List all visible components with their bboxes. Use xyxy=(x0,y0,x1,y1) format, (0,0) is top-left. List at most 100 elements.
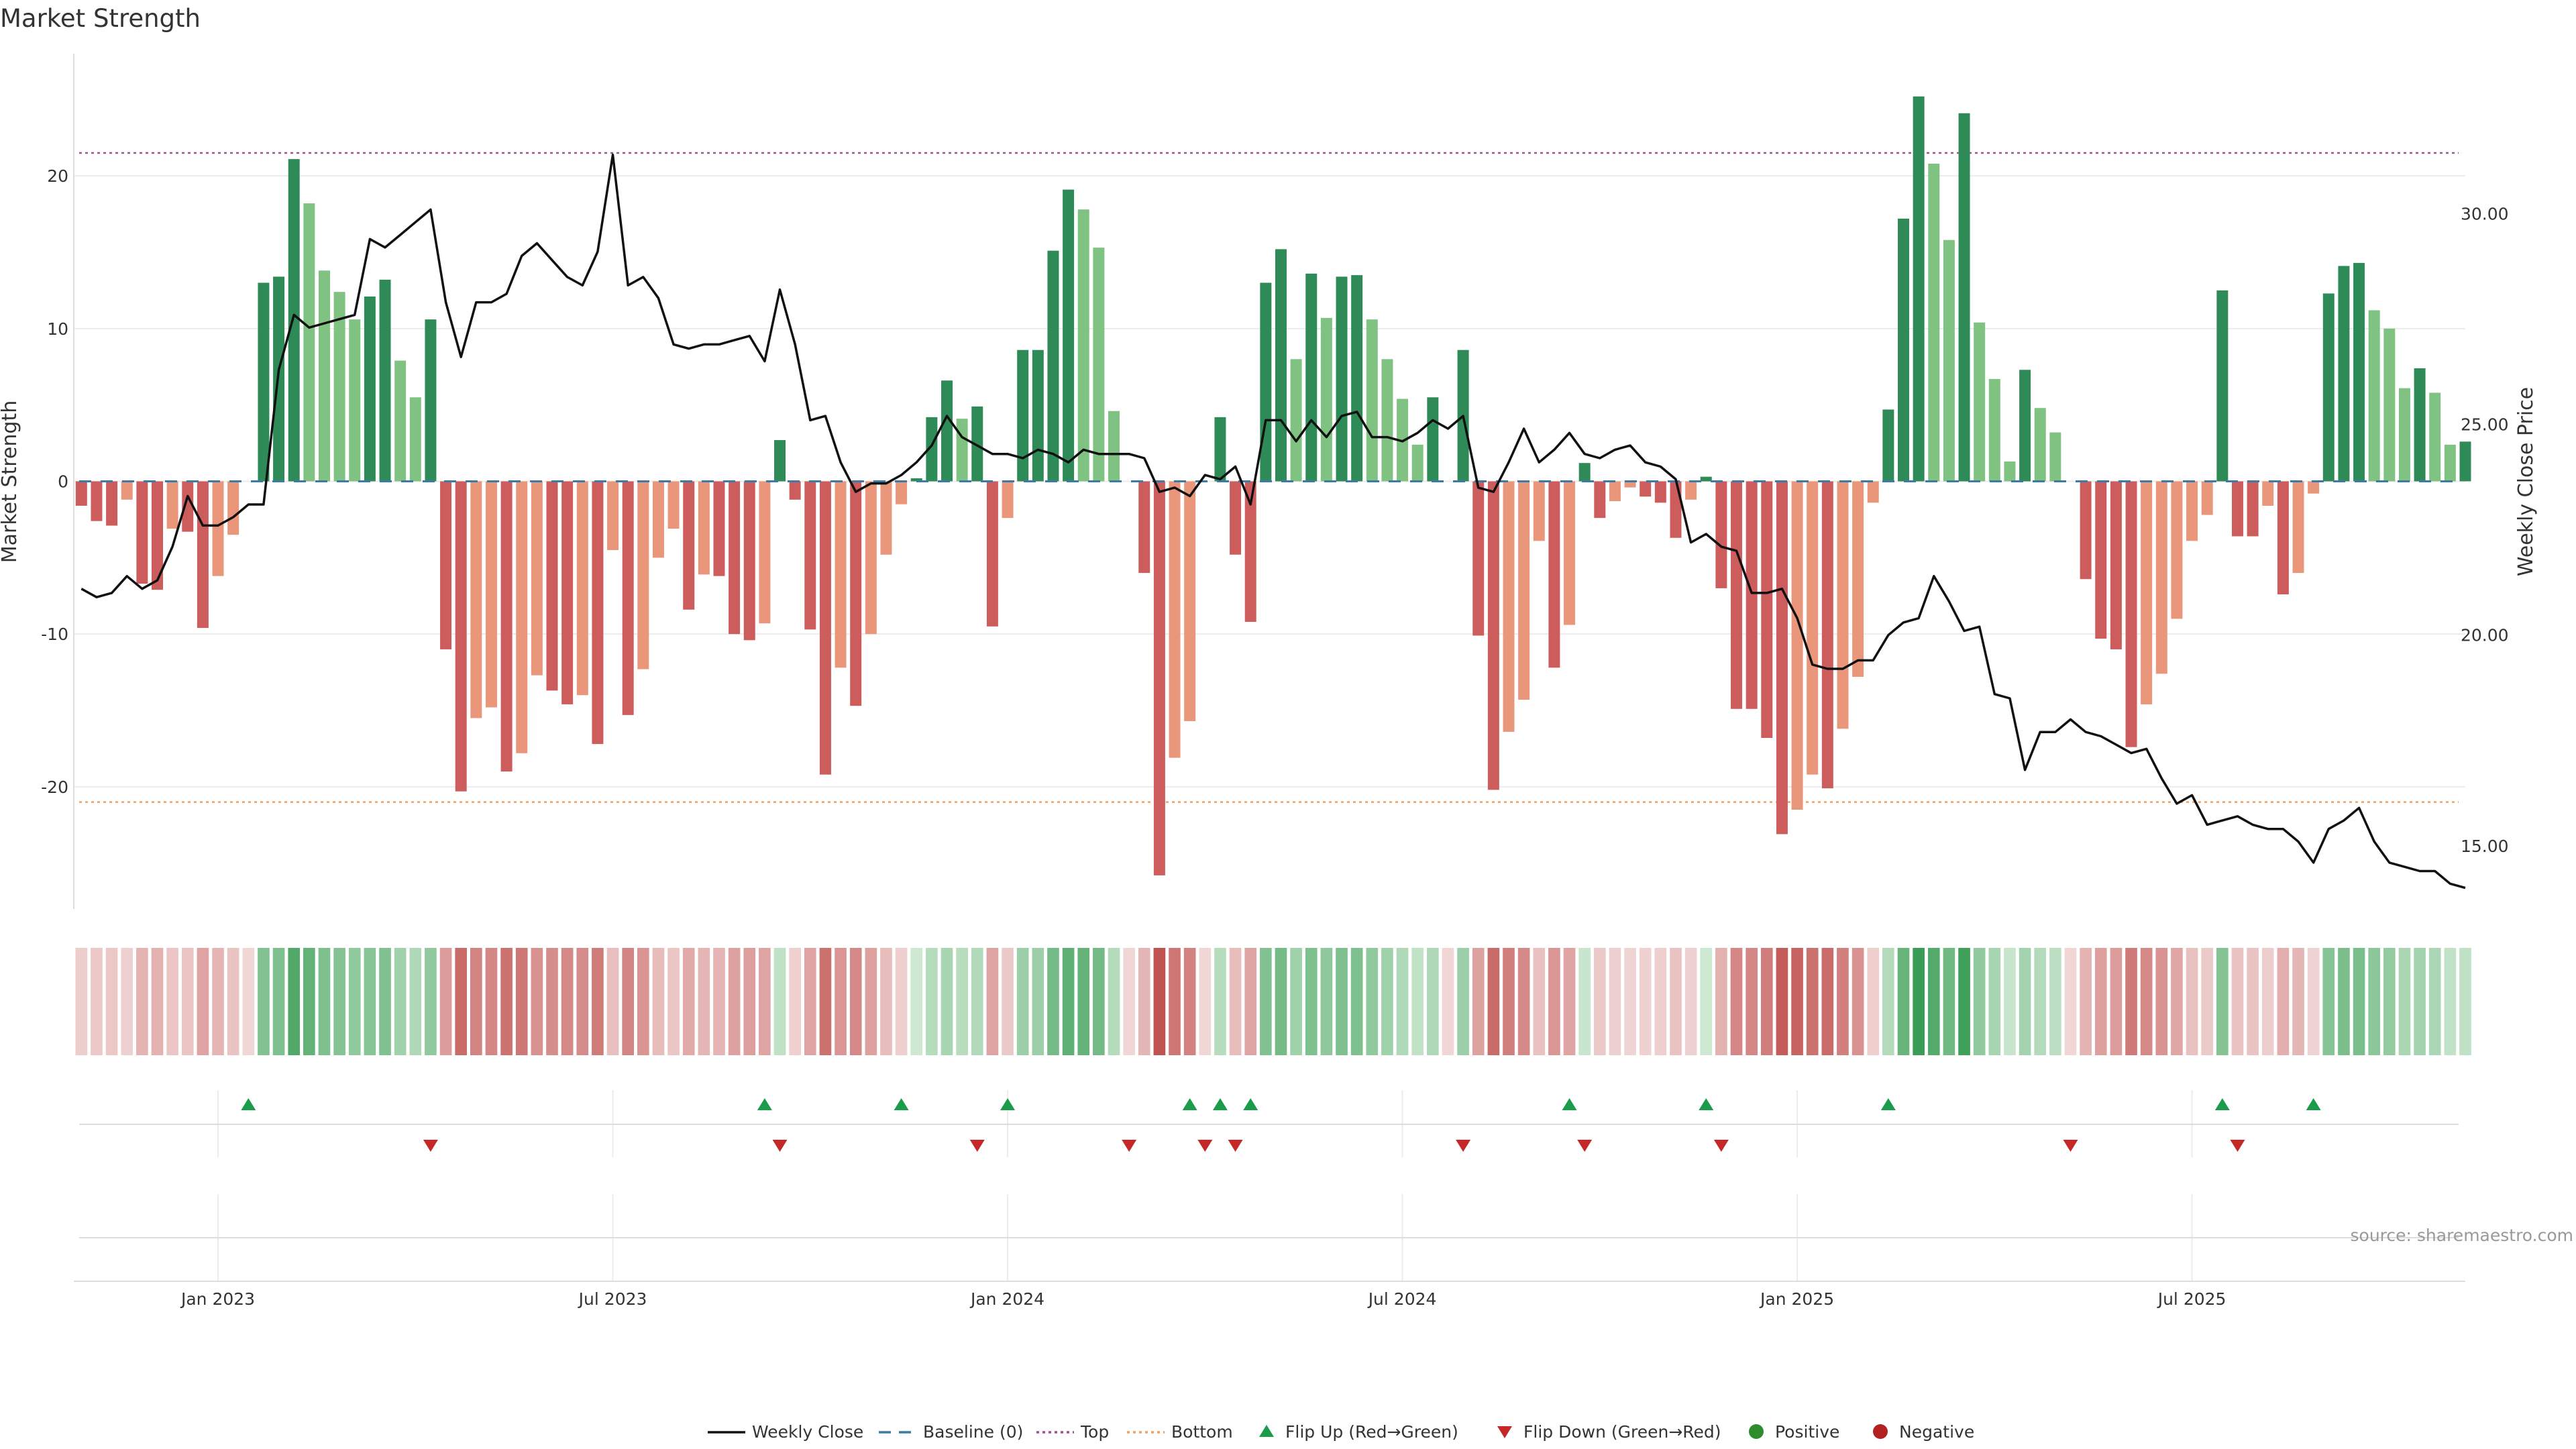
strength-bar xyxy=(1578,463,1591,482)
strength-bar xyxy=(212,481,224,576)
strength-bar xyxy=(1320,317,1332,482)
flip-up-marker xyxy=(1243,1098,1258,1110)
heat-cell xyxy=(1487,948,1500,1055)
heat-cell xyxy=(181,948,194,1055)
strength-bar xyxy=(1411,444,1424,482)
x-tick-label: Jul 2024 xyxy=(1367,1289,1437,1309)
flip-up-marker xyxy=(1000,1098,1016,1110)
strength-bar xyxy=(789,481,801,500)
heat-cell xyxy=(1336,948,1348,1055)
heat-cell xyxy=(2186,948,2198,1055)
heat-cell xyxy=(682,948,695,1055)
heat-cell xyxy=(1988,948,2001,1055)
strength-bar xyxy=(667,481,680,529)
heat-cell xyxy=(394,948,407,1055)
heat-cell xyxy=(1138,948,1150,1055)
heat-cell xyxy=(2368,948,2381,1055)
heat-cell xyxy=(212,948,224,1055)
axes: -20 -10 0 10 20 15.00 20.00 25.00 30.00 Jan 2023 J… xyxy=(41,54,2509,1309)
strength-bar xyxy=(2292,481,2304,574)
heat-cell xyxy=(2247,948,2259,1055)
strength-bar xyxy=(1837,481,1849,729)
strength-bar xyxy=(1153,481,1165,875)
legend-label: Negative xyxy=(1899,1422,1974,1442)
heat-cell xyxy=(1260,948,1272,1055)
heat-cell xyxy=(606,948,619,1055)
heat-cell xyxy=(1837,948,1849,1055)
heat-cell xyxy=(348,948,361,1055)
heat-cell xyxy=(379,948,391,1055)
strength-bar xyxy=(622,481,634,715)
heat-cell xyxy=(1244,948,1257,1055)
heat-cell xyxy=(2049,948,2061,1055)
strength-bar xyxy=(941,380,953,482)
strength-bar xyxy=(910,478,922,482)
heat-cell xyxy=(409,948,422,1055)
strength-bar xyxy=(455,481,467,792)
heat-cell xyxy=(2034,948,2047,1055)
strength-bar xyxy=(2155,481,2167,674)
heat-cell xyxy=(1153,948,1166,1055)
chart-title: Market Strength xyxy=(0,4,201,33)
flip-up-marker xyxy=(2214,1098,2230,1110)
strength-bar xyxy=(1427,397,1439,482)
y-tick-label-right: 30.00 xyxy=(2461,205,2509,224)
strength-bar xyxy=(485,481,497,708)
heat-cell xyxy=(1077,948,1090,1055)
strength-bar xyxy=(227,481,239,535)
heat-cell xyxy=(910,948,923,1055)
strength-bar xyxy=(1988,378,2000,482)
strength-bar xyxy=(470,481,482,718)
legend-label: Bottom xyxy=(1171,1422,1233,1442)
flip-down-marker xyxy=(969,1140,985,1152)
strength-bar xyxy=(1624,481,1636,488)
strength-bar xyxy=(1366,319,1378,482)
strength-bar xyxy=(516,481,528,753)
strength-bar xyxy=(1943,239,1955,482)
heat-cell xyxy=(1472,948,1485,1055)
heat-cell xyxy=(1229,948,1242,1055)
heat-cell xyxy=(1366,948,1379,1055)
x-tick-label: Jul 2023 xyxy=(578,1289,647,1309)
y-tick-label-left: -20 xyxy=(41,777,68,797)
strength-bar xyxy=(1913,96,1925,482)
strength-bar xyxy=(1275,249,1287,482)
heat-cell xyxy=(773,948,786,1055)
heat-cell xyxy=(2201,948,2214,1055)
strength-bar xyxy=(1882,409,1894,482)
strength-bar xyxy=(880,481,892,555)
heat-cell xyxy=(835,948,847,1055)
strength-bar xyxy=(440,481,452,649)
strength-bar xyxy=(926,417,938,482)
heat-strip xyxy=(75,948,2471,1055)
heat-cell xyxy=(759,948,771,1055)
strength-bar xyxy=(91,481,103,521)
strength-bar xyxy=(2141,481,2153,704)
heat-cell xyxy=(2064,948,2077,1055)
strength-bar xyxy=(1776,481,1788,835)
strength-bar xyxy=(2171,481,2183,619)
heat-cell xyxy=(956,948,968,1055)
heat-cell xyxy=(1548,948,1560,1055)
heat-cell xyxy=(1396,948,1409,1055)
heat-cell xyxy=(1654,948,1667,1055)
heat-cell xyxy=(941,948,953,1055)
heat-cell xyxy=(1320,948,1333,1055)
heat-cell xyxy=(333,948,345,1055)
strength-bar xyxy=(2338,266,2350,482)
strength-bar xyxy=(1077,209,1089,482)
strength-bar xyxy=(1290,359,1302,482)
strength-bar xyxy=(865,481,877,635)
legend-swatch-dot xyxy=(1873,1424,1888,1439)
strength-bar xyxy=(1791,481,1803,810)
heat-cell xyxy=(1776,948,1788,1055)
strength-bar xyxy=(819,481,831,775)
heat-cell xyxy=(789,948,801,1055)
heat-cell xyxy=(1032,948,1044,1055)
heat-cell xyxy=(515,948,528,1055)
strength-bar xyxy=(1032,350,1044,482)
strength-bar xyxy=(2322,293,2334,482)
strength-bar xyxy=(698,481,710,575)
strength-bar xyxy=(197,481,209,629)
